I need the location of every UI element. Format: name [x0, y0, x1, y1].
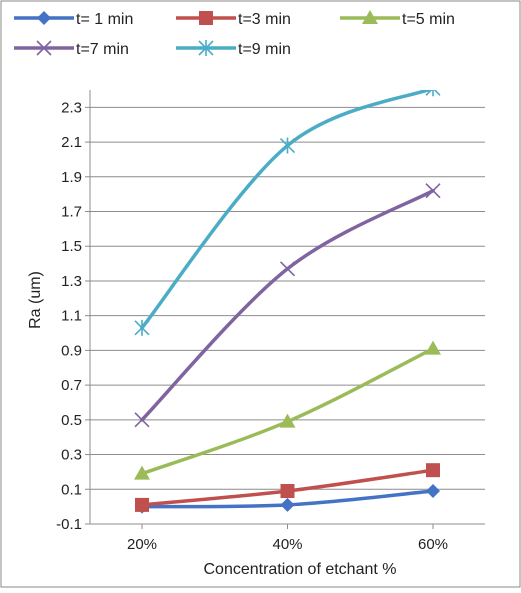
y-tick-label: -0.1 [56, 516, 82, 533]
data-point [280, 497, 295, 512]
y-tick-label: 1.9 [61, 169, 82, 186]
x-tick-label: 40% [272, 536, 302, 553]
data-point [134, 319, 150, 336]
legend-entry: t= 1 min [14, 11, 133, 28]
y-axis-title: Ra (um) [27, 271, 44, 329]
data-point [425, 90, 441, 97]
data-point [279, 137, 296, 154]
legend-label: t=3 min [238, 11, 291, 28]
data-point-stroke [36, 40, 52, 56]
y-tick-label: 0.1 [61, 481, 82, 498]
series [135, 463, 440, 512]
data-point [426, 463, 440, 478]
data-point [135, 497, 149, 512]
y-tick-label: 2.1 [61, 134, 82, 151]
series [134, 340, 441, 480]
x-axis-title: Concentration of etchant % [203, 561, 396, 578]
data-point [199, 11, 213, 25]
data-point-stroke [433, 90, 441, 96]
legend-entry: t=7 min [14, 40, 129, 58]
data-point [36, 40, 52, 56]
legend-entry: t=5 min [340, 10, 455, 28]
data-point-stroke [425, 90, 433, 96]
data-point [198, 40, 214, 56]
data-point [279, 413, 296, 428]
legend-label: t=7 min [76, 41, 129, 58]
x-tick-label: 60% [418, 536, 448, 553]
series [134, 183, 441, 428]
data-point [134, 412, 150, 428]
y-tick-label: 0.9 [61, 342, 82, 359]
data-point [425, 183, 441, 199]
y-tick-label: 1.7 [61, 204, 82, 221]
x-tick-label: 20% [127, 536, 157, 553]
y-tick-label: 1.3 [61, 273, 82, 290]
y-tick-label: 1.5 [61, 238, 82, 255]
series [134, 90, 441, 336]
data-point [37, 11, 51, 25]
y-tick-label: 0.7 [61, 377, 82, 394]
y-tick-label: 1.1 [61, 308, 82, 325]
legend-label: t= 1 min [76, 11, 133, 28]
y-tick-label: 0.5 [61, 412, 82, 429]
legend-label: t=9 min [238, 41, 291, 58]
y-tick-label: 0.3 [61, 447, 82, 464]
legend-entry: t=9 min [176, 40, 291, 58]
data-point [425, 340, 441, 355]
data-point [279, 261, 296, 277]
data-point [362, 10, 378, 24]
data-point [426, 484, 440, 499]
legend-entry: t=3 min [176, 11, 291, 28]
data-point [280, 484, 295, 499]
legend-label: t=5 min [402, 11, 455, 28]
data-point-stroke [425, 183, 441, 199]
y-tick-label: 2.3 [61, 99, 82, 116]
data-point-stroke [134, 412, 150, 428]
data-point-stroke [279, 261, 296, 277]
data-point [134, 465, 150, 480]
